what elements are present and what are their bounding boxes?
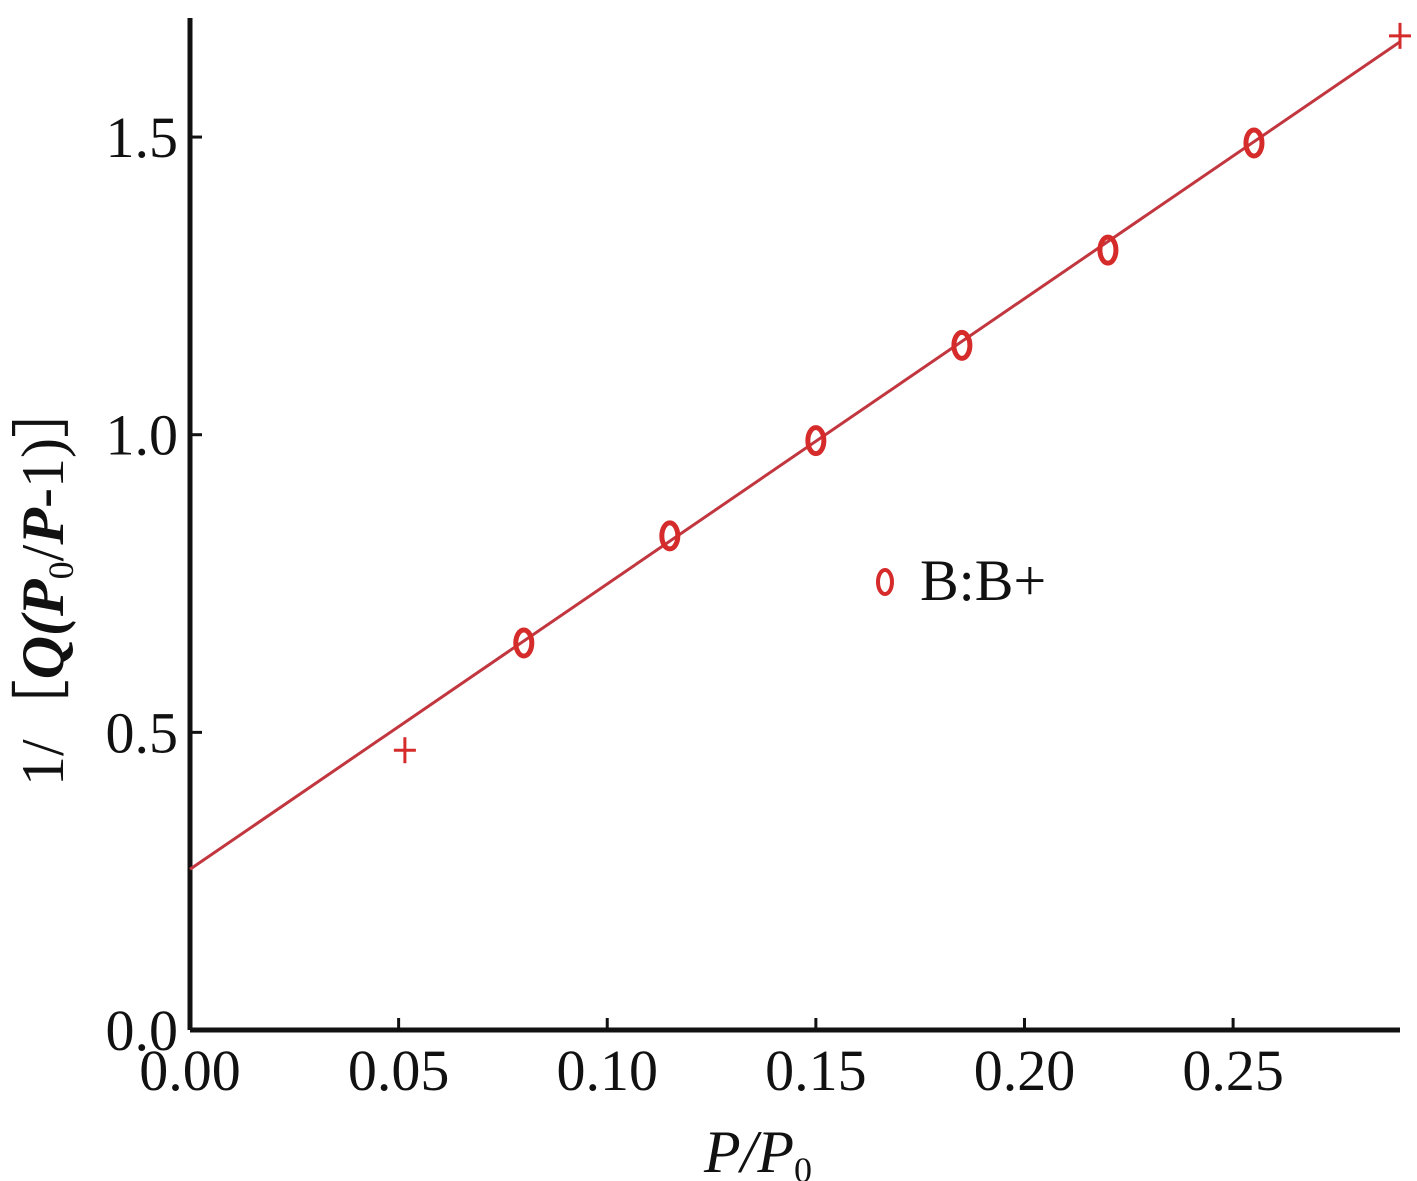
legend-marker <box>876 568 894 596</box>
data-point <box>1097 234 1119 266</box>
x-tick-label: 0.25 <box>1182 1038 1284 1103</box>
data-point <box>1243 127 1265 159</box>
x-tick-label: 0.15 <box>765 1038 867 1103</box>
axes <box>187 18 1400 1033</box>
x-tick-label: 0.20 <box>974 1038 1076 1103</box>
fit-line <box>189 40 1401 871</box>
x-axis-title: P/P0 <box>703 1119 812 1181</box>
data-point <box>659 520 681 552</box>
y-tick-label: 0.0 <box>106 998 179 1063</box>
x-tick-label: 0.05 <box>348 1038 450 1103</box>
y-axis-title: 1/［Q(P0/P-1)］ <box>10 378 81 786</box>
data-point <box>805 425 827 457</box>
excluded-point <box>1389 22 1411 49</box>
data-point <box>513 627 535 659</box>
x-tick-label: 0.10 <box>556 1038 658 1103</box>
fit-line-group <box>189 40 1401 871</box>
ticks: 0.00 0.05 0.10 0.15 0.20 0.25 0.0 0.5 1.0 1.5 <box>106 105 1284 1103</box>
y-tick-label: 0.5 <box>106 700 179 765</box>
y-tick-label: 1.5 <box>106 105 179 170</box>
excluded-point <box>393 737 416 764</box>
data-point <box>951 329 973 361</box>
legend: B:B+ <box>876 548 1046 613</box>
data-points <box>393 22 1411 764</box>
x-tick-label: 0.00 <box>139 1038 241 1103</box>
y-tick-label: 1.0 <box>106 403 179 468</box>
legend-label: B:B+ <box>920 548 1046 613</box>
